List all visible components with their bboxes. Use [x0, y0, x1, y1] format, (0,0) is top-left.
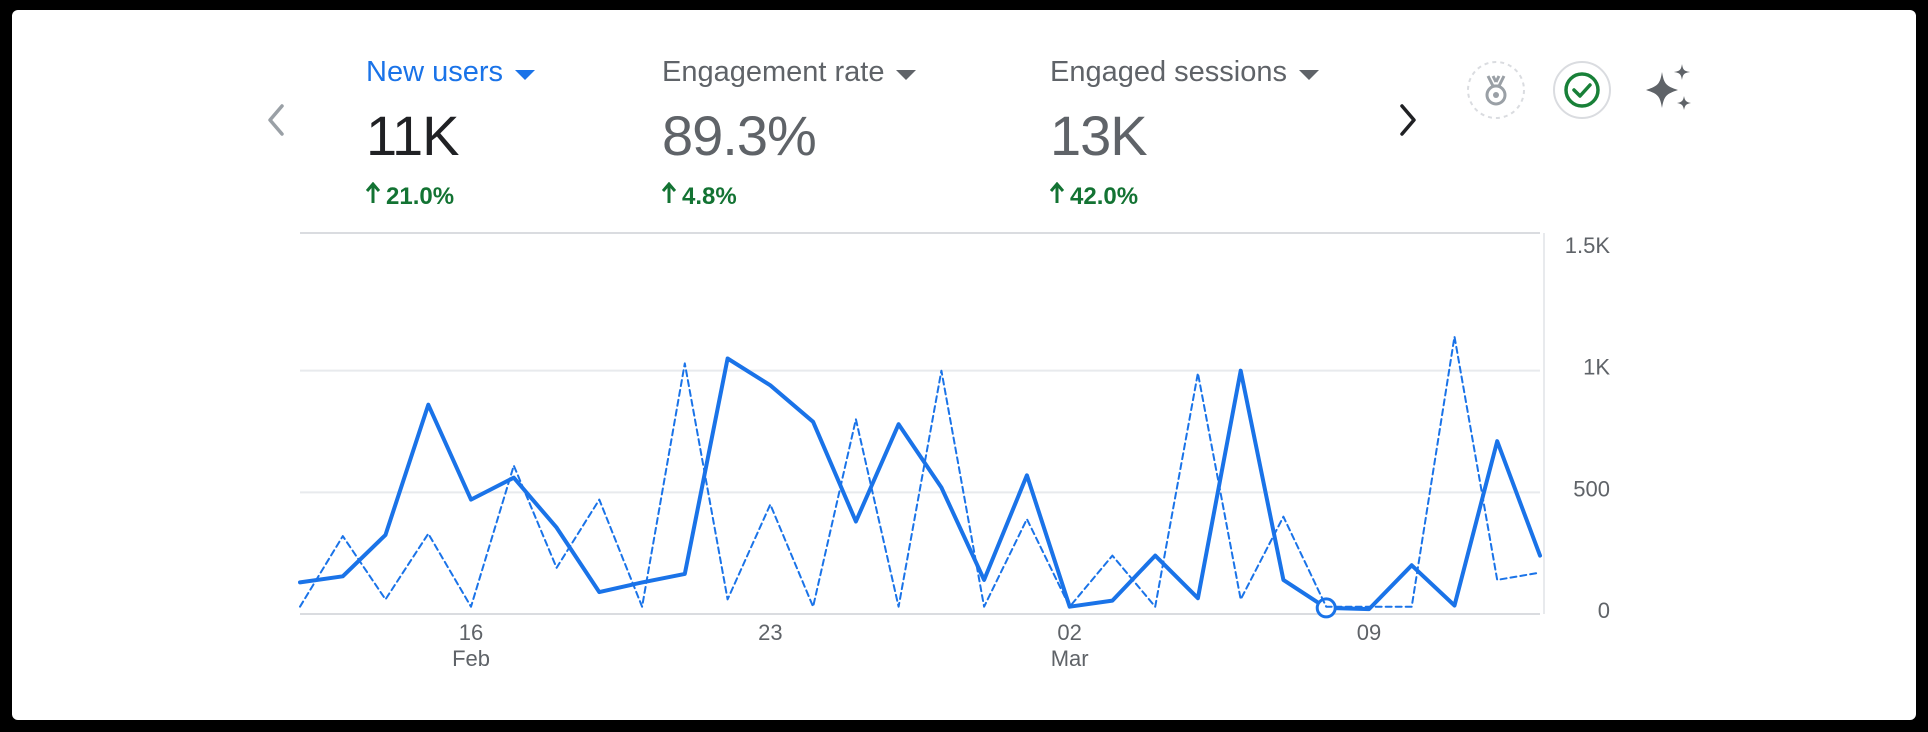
x-tick-label: 09 — [1357, 620, 1381, 645]
y-tick-label: 0 — [1598, 598, 1610, 623]
y-tick-label: 1K — [1583, 355, 1610, 380]
metric-value: 13K — [1050, 104, 1148, 167]
metric-change: 21.0% — [365, 181, 535, 211]
insights-button[interactable] — [1640, 60, 1700, 120]
arrow-up-icon — [365, 181, 381, 211]
arrow-up-icon — [661, 181, 677, 211]
x-tick-label: 23 — [758, 620, 782, 645]
x-tick-month-label: Mar — [1051, 646, 1089, 671]
chevron-right-icon — [1400, 104, 1416, 136]
arrow-up-icon — [1049, 181, 1065, 211]
dropdown-caret-icon — [515, 69, 535, 80]
medal-icon — [1467, 61, 1525, 119]
chevron-left-icon — [268, 104, 284, 136]
next-metrics-button[interactable] — [1392, 98, 1422, 142]
metric-card-new-users[interactable]: New users 11K 21.0% — [365, 56, 535, 211]
metric-change-value: 21.0% — [386, 182, 455, 210]
x-tick-label: 16 — [459, 620, 483, 645]
metric-selector-engagement-rate[interactable]: Engagement rate — [662, 56, 917, 89]
metric-value: 89.3% — [662, 104, 817, 167]
highlighted-data-point — [1315, 597, 1337, 619]
metric-selector-engaged-sessions[interactable]: Engaged sessions — [1050, 56, 1319, 89]
primary-series-line — [298, 356, 1542, 612]
dropdown-caret-icon — [896, 69, 917, 80]
prev-metrics-button[interactable] — [262, 98, 292, 142]
metric-change-value: 4.8% — [682, 182, 737, 210]
y-tick-label: 500 — [1573, 476, 1610, 501]
metric-title: Engaged sessions — [1050, 56, 1287, 88]
check-circle-icon — [1553, 61, 1611, 119]
metric-card-engagement-rate[interactable]: Engagement rate 89.3% 4.8% — [661, 56, 917, 211]
comparison-series-line — [299, 335, 1541, 608]
sparkle-icon — [1646, 64, 1691, 110]
metric-change: 42.0% — [1049, 181, 1319, 211]
badge-button[interactable] — [1466, 60, 1526, 120]
metric-selector-new-users[interactable]: New users — [366, 56, 535, 89]
metric-value: 11K — [366, 104, 459, 167]
y-tick-label: 1.5K — [1565, 233, 1611, 258]
x-tick-label: 02 — [1057, 620, 1081, 645]
analytics-card: New users 11K 21.0% Engagement rate 89.3… — [12, 10, 1916, 720]
x-tick-month-label: Feb — [452, 646, 490, 671]
metric-title: Engagement rate — [662, 56, 885, 88]
metric-title: New users — [366, 56, 503, 88]
dropdown-caret-icon — [1299, 69, 1319, 80]
verified-button[interactable] — [1552, 60, 1612, 120]
metric-change: 4.8% — [661, 181, 916, 211]
metric-card-engaged-sessions[interactable]: Engaged sessions 13K 42.0% — [1049, 56, 1319, 211]
metric-change-value: 42.0% — [1070, 182, 1139, 210]
